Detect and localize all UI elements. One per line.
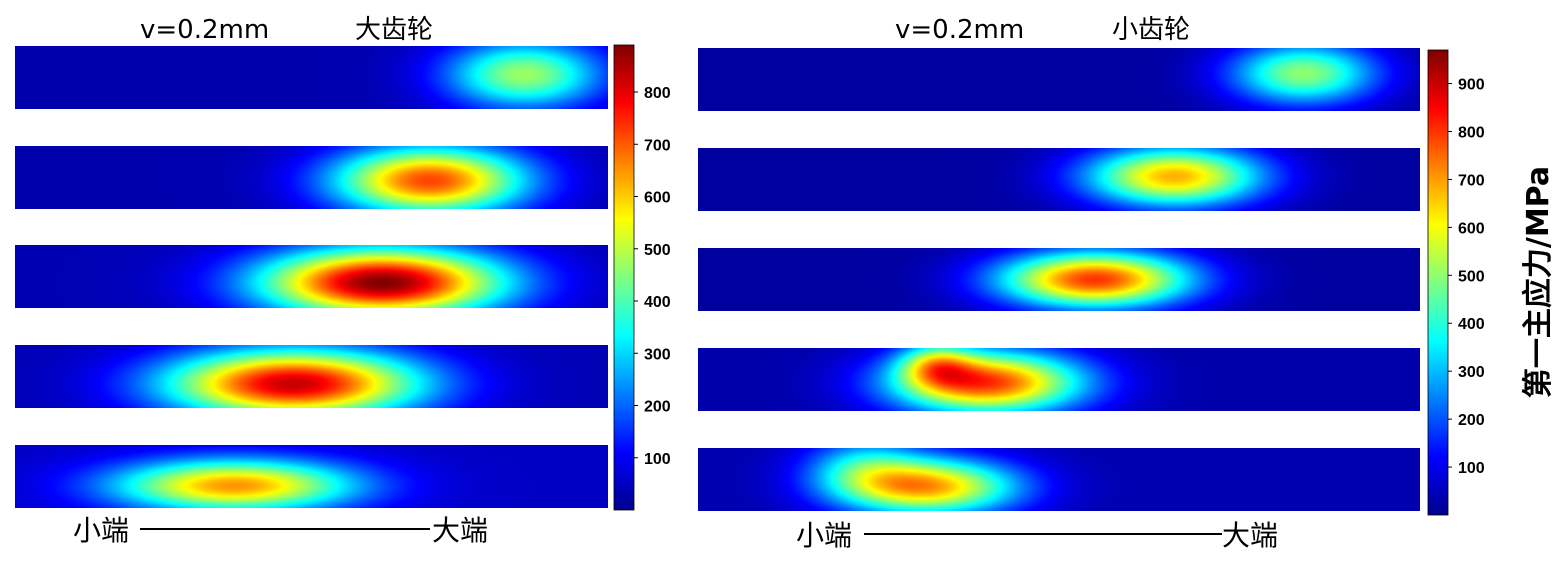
colorbar-tick-label: 300 xyxy=(1458,364,1485,381)
heatmap-strip-4 xyxy=(698,348,1420,411)
colorbar-tick-label: 700 xyxy=(644,137,671,154)
colorbar-tick-label: 500 xyxy=(1458,268,1485,285)
heatmap-strip-3 xyxy=(698,248,1420,311)
colorbar-tick-label: 100 xyxy=(644,451,671,468)
heatmap-strip-2 xyxy=(698,148,1420,211)
colorbar-axis-title: 第一主应力/MPa xyxy=(1521,166,1556,398)
colorbar-tick-label: 200 xyxy=(644,399,671,416)
colorbar-right xyxy=(1427,49,1449,516)
heatmap-strip-3 xyxy=(15,245,608,308)
colorbar-tick-label: 600 xyxy=(644,190,671,207)
end-label-big-right: 大端 xyxy=(1222,519,1278,552)
heatmap-strip-1 xyxy=(698,48,1420,111)
panel-small-gear: v=0.2mm 小齿轮 100200300400500600700800900 … xyxy=(698,15,1556,552)
end-label-small-left: 小端 xyxy=(73,514,129,547)
colorbar-tick-label: 400 xyxy=(1458,316,1485,333)
colorbar-ticks-right: 100 200 300 400 500 600 700 800 900 xyxy=(1448,77,1485,477)
heatmap-strip-4 xyxy=(15,345,608,408)
colorbar-tick-label: 700 xyxy=(1458,172,1485,189)
colorbar-tick-label: 100 xyxy=(1458,460,1485,477)
colorbar-ticks-left: 100 200 300 400 500 600 700 800 xyxy=(634,85,671,468)
heatmap-strips-left xyxy=(15,46,608,508)
colorbar-tick-label: 900 xyxy=(1458,77,1485,94)
end-label-small-right: 小端 xyxy=(796,519,852,552)
end-label-big-left: 大端 xyxy=(432,514,488,547)
colorbar-tick-label: 800 xyxy=(644,85,671,102)
colorbar-tick-label: 200 xyxy=(1458,412,1485,429)
gear-title-right: 小齿轮 xyxy=(1112,15,1190,45)
heatmap-strips-right xyxy=(698,48,1420,511)
colorbar-tick-label: 300 xyxy=(644,346,671,363)
colorbar-tick-label: 500 xyxy=(644,242,671,259)
colorbar-tick-label: 600 xyxy=(1458,220,1485,237)
heatmap-strip-1 xyxy=(15,46,608,109)
heatmap-strip-2 xyxy=(15,146,608,209)
heatmap-strip-5 xyxy=(15,445,608,508)
colorbar-left xyxy=(613,44,635,511)
speed-label-left: v=0.2mm xyxy=(140,15,269,45)
heatmap-strip-5 xyxy=(698,448,1420,511)
colorbar-tick-label: 800 xyxy=(1458,124,1485,141)
speed-label-right: v=0.2mm xyxy=(895,15,1024,45)
colorbar-tick-label: 400 xyxy=(644,294,671,311)
gear-title-left: 大齿轮 xyxy=(355,15,433,45)
